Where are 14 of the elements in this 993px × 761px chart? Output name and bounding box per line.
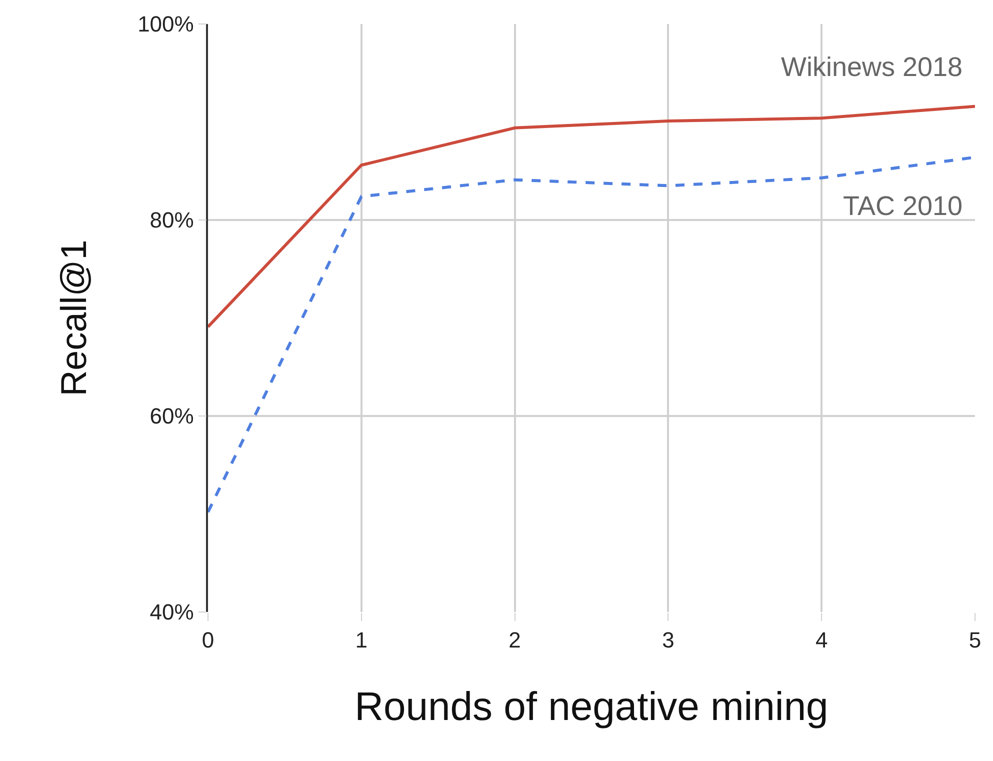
y-tick-label: 80% — [150, 208, 194, 233]
x-tick-label: 0 — [202, 627, 214, 652]
x-axis-title: Rounds of negative mining — [354, 684, 828, 729]
y-axis-title: Recall@1 — [52, 240, 94, 396]
y-tick-label: 60% — [150, 404, 194, 429]
y-tick-label: 40% — [150, 600, 194, 625]
x-tick-label: 5 — [968, 627, 982, 652]
x-tick-label: 1 — [355, 627, 368, 652]
y-tick-label: 100% — [138, 12, 194, 37]
x-tick-label: 2 — [508, 627, 521, 652]
series-label: TAC 2010 — [843, 191, 963, 221]
x-tick-label: 4 — [815, 627, 828, 652]
series-label: Wikinews 2018 — [781, 52, 963, 82]
x-tick-label: 3 — [662, 627, 674, 652]
